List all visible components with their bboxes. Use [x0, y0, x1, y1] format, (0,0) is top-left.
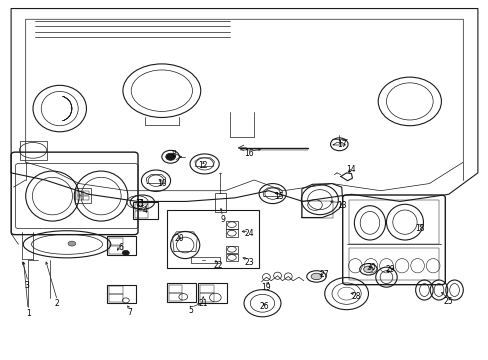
Bar	[109, 246, 122, 253]
Bar	[109, 238, 122, 246]
Text: 24: 24	[244, 229, 254, 238]
Ellipse shape	[122, 250, 129, 255]
Bar	[109, 287, 122, 294]
Text: 9: 9	[220, 215, 224, 224]
Bar	[225, 253, 238, 261]
Ellipse shape	[68, 241, 76, 246]
Text: 20: 20	[174, 234, 183, 243]
Bar	[191, 257, 220, 263]
Text: 7: 7	[127, 308, 132, 317]
Bar	[348, 248, 438, 280]
Bar	[200, 293, 213, 302]
Text: 29: 29	[385, 265, 394, 274]
Text: 10: 10	[157, 179, 166, 188]
Text: 3: 3	[24, 281, 29, 290]
Bar	[83, 191, 89, 195]
Bar	[107, 237, 135, 255]
Bar	[348, 200, 438, 244]
Text: 18: 18	[414, 224, 424, 233]
Bar	[132, 202, 158, 219]
Bar	[225, 246, 238, 253]
Text: 23: 23	[244, 258, 254, 267]
Bar	[75, 188, 91, 203]
Text: 8: 8	[171, 150, 176, 159]
Bar	[77, 196, 82, 201]
Text: 19: 19	[261, 283, 271, 292]
Text: 22: 22	[213, 261, 222, 270]
Ellipse shape	[310, 273, 321, 280]
Text: 5: 5	[188, 306, 193, 315]
Bar	[137, 199, 142, 206]
Text: 26: 26	[259, 302, 268, 311]
Bar	[215, 193, 225, 212]
Bar	[107, 285, 135, 303]
Text: 15: 15	[273, 192, 283, 201]
Bar	[109, 294, 122, 302]
Bar	[20, 141, 46, 160]
Bar	[134, 211, 148, 218]
Bar	[77, 191, 82, 195]
Bar	[168, 285, 182, 293]
Text: 16: 16	[244, 149, 254, 158]
Bar	[225, 229, 238, 237]
Text: 28: 28	[351, 292, 360, 301]
Bar	[134, 204, 148, 210]
Text: 27: 27	[319, 270, 329, 279]
Text: 17: 17	[336, 140, 346, 149]
Text: 21: 21	[198, 299, 207, 308]
Text: 12: 12	[198, 161, 207, 170]
Ellipse shape	[363, 266, 372, 273]
Text: 1: 1	[26, 310, 30, 319]
Text: 4: 4	[142, 206, 147, 215]
Bar	[198, 283, 227, 303]
Bar	[200, 285, 213, 293]
Text: 14: 14	[346, 165, 356, 174]
Ellipse shape	[165, 153, 175, 160]
Text: 11: 11	[135, 199, 144, 208]
Text: 25: 25	[443, 297, 452, 306]
Bar	[225, 221, 238, 229]
Text: 6: 6	[118, 243, 122, 252]
Bar	[168, 293, 182, 301]
Text: 13: 13	[336, 201, 346, 210]
Bar	[166, 283, 196, 302]
Text: 30: 30	[366, 263, 375, 272]
Bar	[83, 196, 89, 201]
Bar	[166, 210, 259, 267]
Bar	[301, 202, 333, 217]
Text: 2: 2	[55, 299, 60, 308]
